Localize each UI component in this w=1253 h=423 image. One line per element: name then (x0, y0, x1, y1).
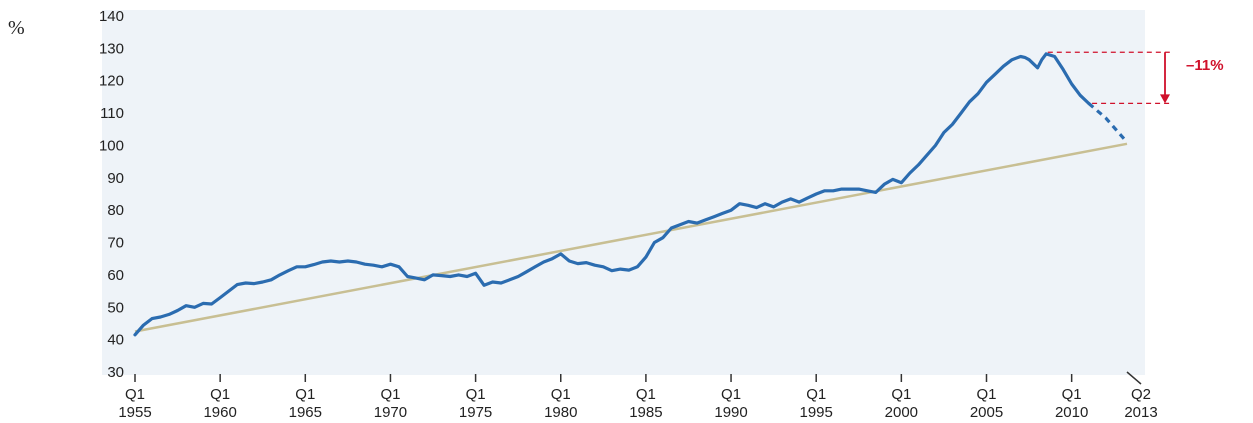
projection-line (1087, 102, 1129, 144)
y-tick-label: 120 (99, 73, 124, 90)
plot-background (102, 10, 1145, 375)
x-tick-label: Q1 (125, 386, 145, 403)
y-tick-label: 110 (100, 105, 124, 122)
x-tick-label: 1980 (544, 404, 577, 421)
x-tick-label: 2013 (1124, 404, 1157, 421)
series-line (133, 52, 1091, 337)
x-tick-label: Q1 (976, 386, 996, 403)
x-tick-label: 1995 (800, 404, 833, 421)
x-tick-label: Q1 (466, 386, 486, 403)
y-tick-label: 130 (99, 40, 124, 57)
x-tick-mark (1126, 371, 1142, 385)
x-tick-label: 2005 (970, 404, 1003, 421)
x-tick-label: Q1 (721, 386, 741, 403)
x-tick-label: 1955 (118, 404, 151, 421)
x-tick-label: 1985 (629, 404, 662, 421)
y-tick-label: 90 (107, 170, 124, 187)
annotation-label: –11% (1186, 57, 1224, 74)
x-axis: Q11955Q11960Q11965Q11970Q11975Q11980Q119… (118, 371, 1158, 421)
x-tick-label: 1965 (289, 404, 322, 421)
y-tick-label: 140 (99, 8, 124, 25)
x-tick-label: 1960 (203, 404, 236, 421)
x-tick-label: Q1 (1062, 386, 1082, 403)
x-tick-label: 2010 (1055, 404, 1088, 421)
x-tick-label: Q1 (891, 386, 911, 403)
x-tick-label: 1970 (374, 404, 407, 421)
y-tick-label: 40 (107, 332, 124, 349)
x-tick-label: Q1 (295, 386, 315, 403)
y-tick-label: 30 (107, 364, 124, 381)
y-tick-label: 50 (107, 299, 124, 316)
x-tick-label: 1975 (459, 404, 492, 421)
x-tick-label: Q1 (636, 386, 656, 403)
annotation-arrowhead (1160, 94, 1170, 104)
y-tick-label: 70 (107, 235, 124, 252)
y-unit-label: % (8, 17, 25, 39)
x-tick-label: Q1 (380, 386, 400, 403)
x-tick-label: Q1 (806, 386, 826, 403)
x-tick-label: 2000 (885, 404, 918, 421)
x-tick-label: Q2 (1131, 386, 1151, 403)
y-tick-label: 80 (107, 202, 124, 219)
x-tick-label: 1990 (714, 404, 747, 421)
y-tick-label: 60 (107, 267, 124, 284)
x-tick-label: Q1 (551, 386, 571, 403)
decline-annotation: –11% (1047, 51, 1224, 105)
trend-line (134, 142, 1128, 333)
y-axis: 30 40 50 60 70 80 90 100 110 120 130 140 (99, 8, 124, 381)
y-tick-label: 100 (99, 137, 124, 154)
x-tick-label: Q1 (210, 386, 230, 403)
